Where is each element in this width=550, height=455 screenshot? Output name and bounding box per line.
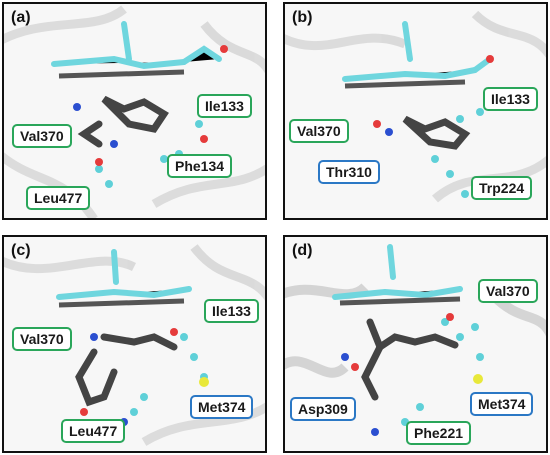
residue-label-val370: Val370 xyxy=(12,327,72,351)
residue-label-val370: Val370 xyxy=(12,124,72,148)
residue-label-val370: Val370 xyxy=(289,119,349,143)
residue-label-phe134: Phe134 xyxy=(167,154,233,178)
residue-label-phe221: Phe221 xyxy=(406,421,472,445)
residue-label-ile133: Ile133 xyxy=(204,299,259,323)
residue-label-trp224: Trp224 xyxy=(471,176,533,200)
residue-label-leu477: Leu477 xyxy=(26,186,91,210)
molecular-scene-a xyxy=(4,5,265,218)
molecular-scene-d xyxy=(285,244,546,436)
panel-d: (d) Val370 Met374 Asp309 Phe221 xyxy=(283,235,548,453)
panel-a: (a) Val370 Ile133 Phe134 Leu477 xyxy=(2,2,267,220)
panel-c: (c) Ile133 Val370 Met374 Leu477 xyxy=(2,235,267,453)
residue-label-val370: Val370 xyxy=(478,279,538,303)
panel-label: (a) xyxy=(11,9,31,26)
residue-label-leu477: Leu477 xyxy=(61,419,126,443)
panel-label: (c) xyxy=(11,242,31,259)
molecular-scene-c xyxy=(4,244,265,446)
panel-label: (d) xyxy=(292,242,313,259)
residue-label-ile133: Ile133 xyxy=(197,94,252,118)
residue-label-thr310: Thr310 xyxy=(318,160,380,184)
residue-label-met374: Met374 xyxy=(190,395,254,419)
panel-b: (b) Ile133 Val370 Thr310 Trp224 xyxy=(283,2,548,220)
panel-label: (b) xyxy=(292,9,313,26)
residue-label-met374: Met374 xyxy=(470,392,534,416)
residue-label-asp309: Asp309 xyxy=(290,397,356,421)
residue-label-ile133: Ile133 xyxy=(483,87,538,111)
